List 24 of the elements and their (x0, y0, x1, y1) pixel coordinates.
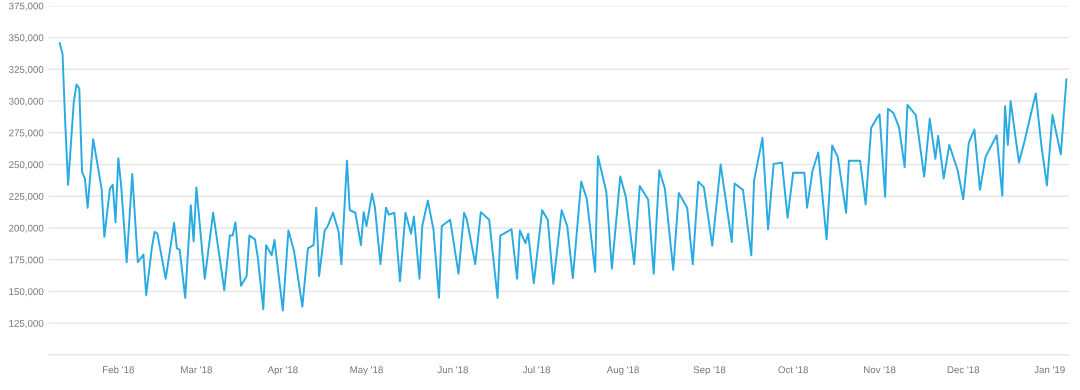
y-tick-label: 300,000 (8, 97, 44, 106)
x-tick-label: May '18 (350, 366, 383, 376)
x-tick-label: Oct '18 (778, 366, 808, 374)
x-tick-label: Feb '18 (103, 366, 134, 374)
y-tick-label: 250,000 (9, 161, 44, 170)
x-tick-label: Dec '18 (947, 366, 980, 374)
y-tick-label: 325,000 (8, 66, 44, 75)
x-tick-label: Jul '18 (522, 366, 551, 374)
y-tick-label: 225,000 (9, 192, 44, 202)
x-tick-label: Apr '18 (267, 366, 298, 376)
x-tick-label: Mar '18 (181, 366, 213, 374)
y-tick-label: 350,000 (8, 34, 44, 43)
x-tick-label: Jan '19 (1034, 366, 1065, 374)
x-tick-label: Jun '18 (437, 366, 469, 374)
y-tick-label: 175,000 (9, 256, 44, 265)
y-tick-label: 200,000 (9, 224, 44, 233)
x-tick-label: Aug '18 (606, 366, 639, 376)
x-tick-label: Nov '18 (864, 366, 896, 374)
x-tick-label: Sep '18 (693, 366, 726, 376)
y-tick-label: 275,000 (9, 129, 44, 138)
y-tick-label: 125,000 (9, 319, 44, 328)
y-tick-label: 375,000 (8, 2, 44, 11)
line-series (58, 42, 1068, 312)
y-tick-label: 150,000 (9, 288, 44, 297)
